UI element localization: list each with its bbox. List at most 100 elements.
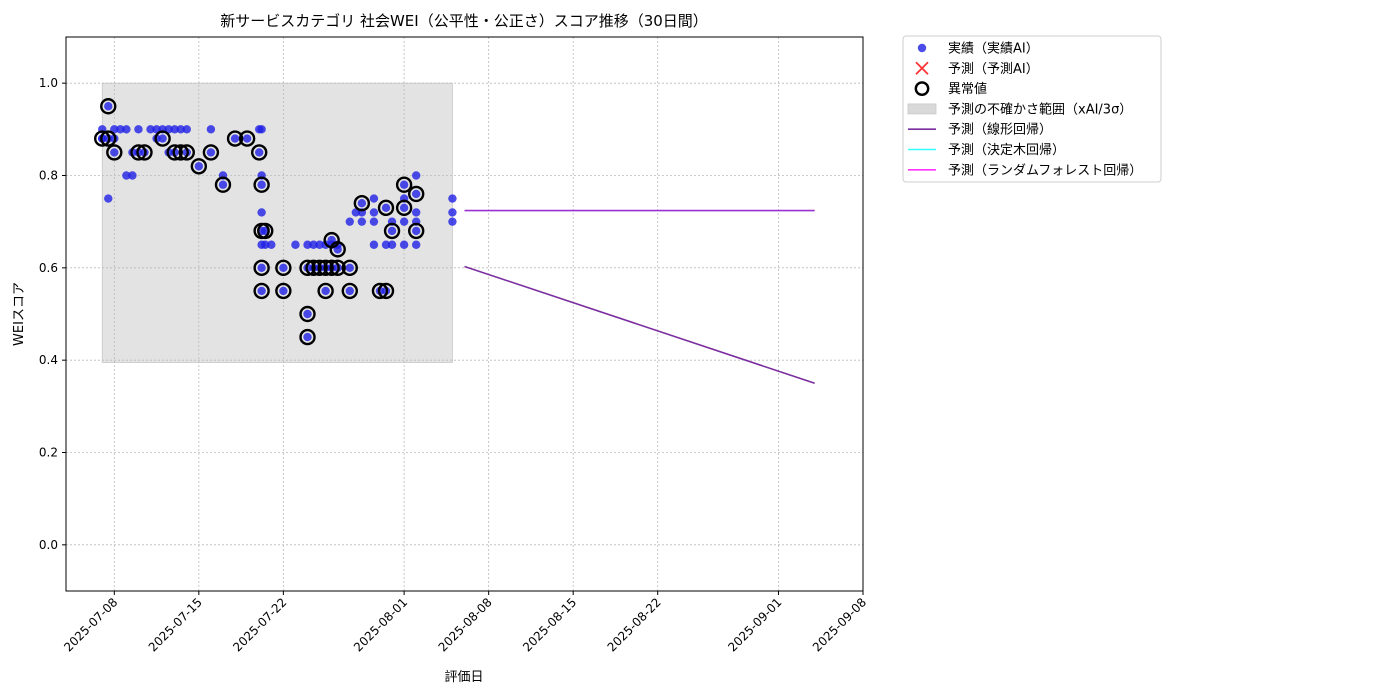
actual-point	[255, 148, 264, 157]
actual-point	[369, 194, 379, 203]
anomaly-marker	[166, 144, 183, 161]
anomaly-marker	[323, 259, 340, 277]
actual-point	[267, 240, 276, 249]
legend-label-band: 予測の不確かさ範囲（xAI/3σ）	[948, 101, 1132, 117]
actual-point	[387, 240, 397, 249]
anomaly-marker	[172, 144, 189, 161]
actual-point	[104, 194, 113, 203]
anomaly-marker	[371, 282, 389, 300]
anomaly-marker	[94, 130, 111, 147]
anomaly-marker	[341, 282, 358, 300]
actual-point	[242, 134, 252, 143]
actual-point	[257, 208, 266, 217]
actual-point	[257, 180, 266, 189]
actual-point	[321, 286, 330, 296]
anomaly-marker	[253, 259, 270, 277]
legend-label-rf: 予測（ランダムフォレスト回帰）	[948, 162, 1142, 178]
anomaly-marker	[311, 259, 328, 277]
anomaly-marker	[253, 176, 270, 193]
anomaly-marker	[407, 222, 425, 240]
forecast-line-linear	[464, 265, 815, 385]
y-tick-label: 1.0	[39, 76, 58, 90]
anomaly-marker	[190, 158, 208, 175]
actual-point	[134, 125, 143, 134]
x-tick-label: 2025-08-15	[520, 595, 579, 654]
actual-point	[369, 217, 379, 226]
actual-point	[448, 208, 457, 217]
actual-point	[206, 148, 216, 157]
anomaly-marker	[299, 305, 316, 323]
plot-area: 0.0 0.2 0.4 0.6 0.8 1.0 2025-07-08 2025-07-15 20…	[39, 36, 869, 654]
anomaly-marker	[377, 199, 395, 217]
actual-point	[448, 194, 457, 203]
actual-point	[381, 203, 391, 213]
actual-point	[303, 309, 312, 319]
plot-frame	[65, 36, 864, 592]
actual-point	[381, 240, 391, 249]
y-tick-label: 0.2	[39, 446, 58, 460]
actual-point	[279, 286, 288, 296]
anomaly-marker	[106, 144, 123, 161]
actual-point	[387, 226, 397, 236]
y-tick-label: 0.8	[39, 169, 58, 183]
actual-point	[146, 125, 155, 134]
chart-title: 新サービスカテゴリ 社会WEI（公平性・公正さ）スコア推移（30日間）	[220, 12, 708, 30]
anomaly-marker	[341, 259, 358, 277]
x-tick-label: 2025-08-22	[605, 595, 664, 654]
x-tick-label: 2025-07-22	[230, 595, 289, 654]
anomaly-marker	[299, 328, 316, 346]
y-axis-label: WEIスコア	[12, 282, 27, 346]
x-tick-label: 2025-09-08	[810, 595, 869, 654]
actual-point	[110, 148, 119, 157]
actual-point	[399, 240, 409, 249]
x-tick-label: 2025-09-01	[725, 595, 784, 654]
legend-label-predicted: 予測（予測AI）	[948, 62, 1039, 77]
actual-point	[279, 263, 288, 273]
anomaly-marker	[299, 259, 316, 277]
anomaly-marker	[130, 144, 147, 161]
actual-point	[448, 217, 457, 226]
actual-point	[257, 125, 266, 134]
anomaly-marker	[253, 282, 270, 300]
anomaly-marker	[202, 144, 220, 161]
uncertainty-band	[101, 82, 453, 363]
actual-point	[257, 263, 266, 273]
actual-point	[291, 240, 300, 249]
actual-point	[303, 332, 312, 342]
x-tick-label: 2025-08-08	[436, 595, 495, 654]
actual-point	[128, 171, 137, 180]
anomaly-marker	[353, 194, 371, 212]
y-tick-label: 0.4	[39, 353, 58, 367]
legend-box	[902, 35, 1162, 183]
actual-point	[261, 240, 270, 249]
actual-point	[182, 125, 191, 134]
legend-label-tree: 予測（決定木回帰）	[948, 142, 1065, 158]
legend-label-linear: 予測（線形回帰）	[948, 122, 1052, 138]
actual-point	[122, 125, 131, 134]
anomaly-marker	[226, 130, 244, 147]
actual-point	[411, 240, 421, 249]
actual-point	[104, 102, 113, 111]
actual-point	[399, 180, 409, 189]
legend-label-anomaly: 異常値	[948, 81, 987, 97]
anomaly-marker	[407, 185, 425, 203]
anomaly-marker	[251, 144, 268, 161]
anomaly-marker	[136, 144, 153, 161]
legend-swatch-actual	[917, 43, 927, 53]
anomaly-marker	[329, 259, 346, 277]
actual-point	[411, 171, 421, 180]
anomaly-marker	[100, 130, 117, 147]
legend-swatch-predicted	[915, 61, 929, 75]
actual-point	[170, 125, 179, 134]
anomaly-marker	[383, 222, 401, 240]
actual-point	[176, 125, 185, 134]
anomaly-marker	[154, 130, 171, 147]
anomaly-marker	[257, 222, 274, 240]
actual-point	[411, 189, 421, 199]
actual-point	[399, 203, 409, 213]
anomaly-marker	[178, 144, 195, 161]
legend-swatch-band	[907, 103, 937, 115]
x-tick-label: 2025-08-01	[351, 595, 410, 654]
actual-point	[116, 125, 125, 134]
